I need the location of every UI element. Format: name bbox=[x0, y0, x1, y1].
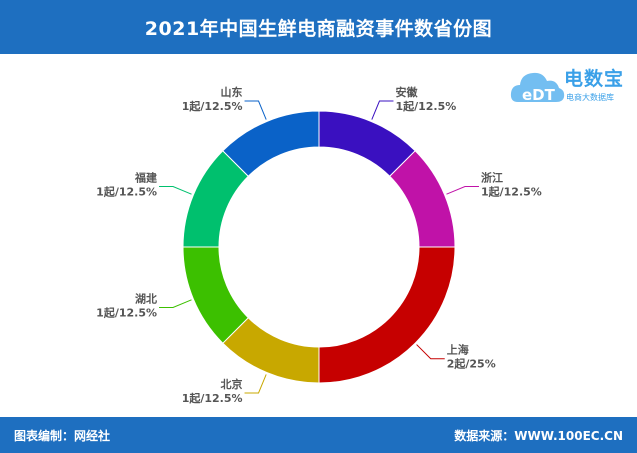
slice-name-3: 北京 bbox=[221, 377, 243, 391]
leader-line-1 bbox=[446, 186, 479, 195]
slice-name-0: 安徽 bbox=[395, 85, 418, 99]
cloud-logo-icon: eDT bbox=[510, 72, 565, 104]
leader-line-2 bbox=[416, 344, 445, 360]
footer-credit: 图表编制：网经社 bbox=[14, 428, 111, 443]
brand-logo: eDT 电数宝 电商大数据库 bbox=[508, 58, 632, 112]
slice-name-1: 浙江 bbox=[481, 171, 503, 185]
slice-name-2: 上海 bbox=[447, 343, 469, 357]
leader-line-4 bbox=[159, 299, 192, 308]
leader-line-5 bbox=[159, 186, 192, 195]
slice-6 bbox=[222, 110, 320, 177]
logo-brand: 电数宝 bbox=[564, 68, 625, 90]
donut-chart: 安徽1起/12.5%浙江1起/12.5%上海2起/25%北京1起/12.5%湖北… bbox=[96, 85, 542, 405]
slice-label-5: 1起/12.5% bbox=[96, 185, 157, 199]
chart-title: 2021年中国生鲜电商融资事件数省份图 bbox=[144, 17, 493, 40]
chart-header: 2021年中国生鲜电商融资事件数省份图 bbox=[0, 0, 637, 54]
slice-label-0: 1起/12.5% bbox=[395, 99, 456, 113]
leader-line-0 bbox=[371, 100, 394, 120]
slice-label-3: 1起/12.5% bbox=[182, 391, 243, 405]
footer-source: 数据来源：WWW.100EC.CN bbox=[454, 428, 623, 443]
slice-label-1: 1起/12.5% bbox=[481, 185, 542, 199]
chart-area: 安徽 1起/12.5% 浙江 1起/12.5% 上海 2起/25% 北京 1起/12.5% 湖北… bbox=[0, 54, 637, 417]
slice-label-6: 1起/12.5% bbox=[182, 99, 243, 113]
chart-footer: 图表编制：网经社 数据来源：WWW.100EC.CN bbox=[0, 417, 637, 453]
slice-name-6: 山东 bbox=[221, 85, 243, 99]
leader-line-6 bbox=[244, 100, 267, 120]
logo-mark: eDT bbox=[522, 86, 556, 104]
logo-sub: 电商大数据库 bbox=[566, 93, 614, 102]
leader-line-3 bbox=[244, 374, 267, 394]
slice-2 bbox=[318, 246, 456, 384]
slice-name-4: 湖北 bbox=[135, 291, 157, 305]
slice-name-5: 福建 bbox=[134, 171, 158, 185]
slice-label-4: 1起/12.5% bbox=[96, 305, 157, 319]
slice-label-2: 2起/25% bbox=[447, 357, 496, 371]
